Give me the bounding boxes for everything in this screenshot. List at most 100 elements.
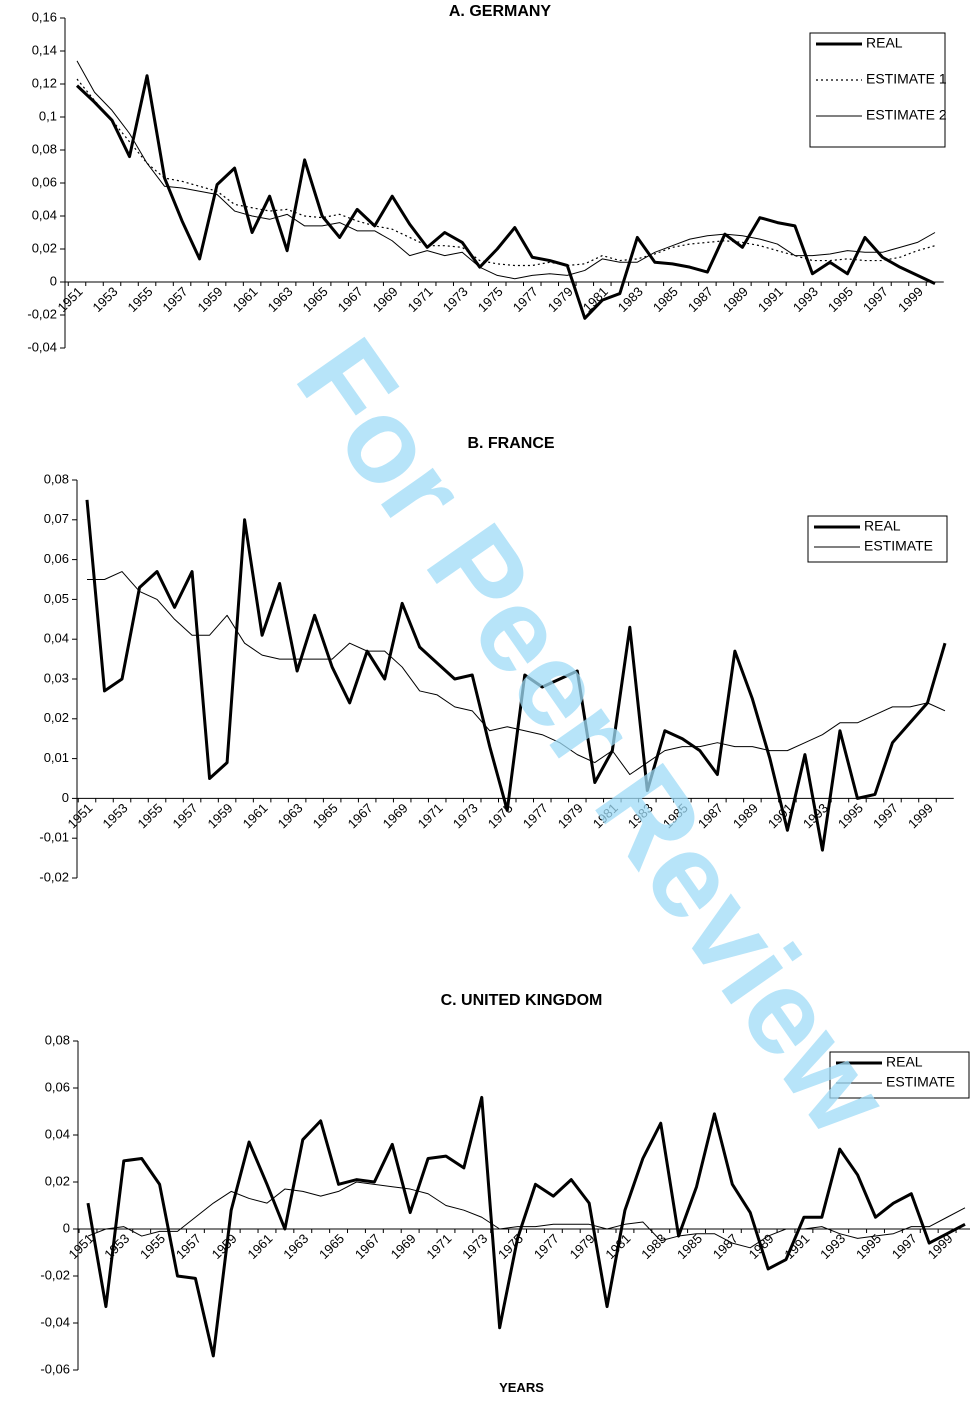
- legend-label: REAL: [864, 518, 901, 534]
- legend-box: [829, 1051, 970, 1099]
- x-tick-label: 1965: [316, 1231, 347, 1262]
- x-tick-label: 1963: [275, 800, 306, 831]
- x-tick-label: 1951: [64, 800, 95, 831]
- x-tick-label: 1995: [825, 284, 856, 315]
- y-tick-label: 0,08: [32, 141, 57, 156]
- y-tick-label: -0,02: [39, 869, 69, 884]
- series-line: [75, 74, 936, 320]
- y-tick-label: 0,06: [45, 1079, 70, 1094]
- x-tick-label: 1993: [790, 284, 821, 315]
- y-tick-label: -0,01: [39, 830, 69, 845]
- series-line: [76, 78, 936, 267]
- y-tick-label: 0,06: [44, 551, 69, 566]
- x-tick-label: 1957: [173, 1231, 204, 1262]
- x-tick-label: 1965: [310, 800, 341, 831]
- legend-box: [809, 32, 946, 148]
- y-tick-label: 0,1: [39, 108, 57, 123]
- legend: REAL ESTIMATE 1 ESTIMATE 2: [809, 32, 947, 148]
- watermark: For Peer Review: [271, 316, 917, 1158]
- series-line: [87, 571, 946, 776]
- y-tick-label: 0,02: [32, 240, 57, 255]
- x-tick-label: 1999: [925, 1231, 956, 1262]
- series-line: [85, 499, 947, 852]
- x-tick-label: 1993: [817, 1231, 848, 1262]
- x-tick-label: 1979: [545, 284, 576, 315]
- x-tick-label: 1977: [520, 800, 551, 831]
- x-tick-label: 1951: [65, 1231, 96, 1262]
- x-tick-label: 1967: [352, 1231, 383, 1262]
- y-tick-label: 0,07: [44, 511, 69, 526]
- y-tick-label: 0,08: [45, 1032, 70, 1047]
- x-tick-label: 1997: [860, 284, 891, 315]
- y-tick-label: 0: [62, 790, 69, 805]
- x-tick-label: 1955: [135, 800, 166, 831]
- legend-box: [807, 515, 948, 563]
- legend: REAL ESTIMATE: [829, 1051, 970, 1099]
- x-tick-label: 1997: [870, 800, 901, 831]
- x-tick-label: 1965: [300, 284, 331, 315]
- y-tick-label: 0,03: [44, 670, 69, 685]
- x-tick-label: 1959: [205, 800, 236, 831]
- x-tick-label: 1957: [170, 800, 201, 831]
- y-tick-label: 0,04: [32, 207, 57, 222]
- y-tick-label: 0: [63, 1220, 70, 1235]
- x-tick-label: 1967: [335, 284, 366, 315]
- x-tick-label: 1961: [244, 1231, 275, 1262]
- legend-label: REAL: [886, 1054, 923, 1070]
- x-tick-label: 1975: [495, 1231, 526, 1262]
- x-tick-label: 1977: [510, 284, 541, 315]
- y-tick-label: 0,05: [44, 591, 69, 606]
- y-tick-label: 0,14: [32, 42, 57, 57]
- x-tick-label: 1953: [101, 1231, 132, 1262]
- y-tick-label: 0,02: [44, 710, 69, 725]
- y-tick-label: 0,16: [32, 9, 57, 24]
- x-tick-label: 1961: [230, 284, 261, 315]
- x-tick-label: 1999: [895, 284, 926, 315]
- x-tick-label: 1973: [440, 284, 471, 315]
- y-tick-label: -0,06: [40, 1361, 70, 1376]
- x-tick-label: 1963: [280, 1231, 311, 1262]
- legend-label: REAL: [866, 35, 903, 51]
- x-axis-label: YEARS: [499, 1380, 544, 1395]
- x-tick-label: 1989: [720, 284, 751, 315]
- x-tick-label: 1983: [615, 284, 646, 315]
- x-tick-label: 1987: [710, 1231, 741, 1262]
- chart-title: A. GERMANY: [449, 3, 552, 20]
- y-tick-label: 0,06: [32, 174, 57, 189]
- x-tick-label: 1951: [54, 284, 85, 315]
- x-tick-label: 1955: [125, 284, 156, 315]
- x-tick-label: 1963: [265, 284, 296, 315]
- y-tick-label: 0,02: [45, 1173, 70, 1188]
- x-tick-label: 1959: [195, 284, 226, 315]
- x-tick-label: 1953: [100, 800, 131, 831]
- x-tick-label: 1971: [415, 800, 446, 831]
- legend-label: ESTIMATE: [864, 538, 933, 554]
- chart-title: C. UNITED KINGDOM: [441, 992, 603, 1009]
- x-tick-label: 1969: [370, 284, 401, 315]
- legend-label: ESTIMATE 2: [866, 107, 947, 123]
- x-tick-label: 1985: [650, 284, 681, 315]
- x-tick-label: 1975: [485, 800, 516, 831]
- y-tick-label: -0,02: [27, 306, 57, 321]
- x-tick-label: 1983: [638, 1231, 669, 1262]
- y-tick-label: -0,04: [27, 339, 57, 354]
- y-tick-label: 0,08: [44, 471, 69, 486]
- y-tick-label: 0,04: [44, 631, 69, 646]
- chart-title: B. FRANCE: [467, 435, 554, 452]
- series-line: [86, 1095, 966, 1358]
- x-tick-label: 1957: [160, 284, 191, 315]
- x-tick-label: 1991: [755, 284, 786, 315]
- x-tick-label: 1979: [567, 1231, 598, 1262]
- legend-label: ESTIMATE 1: [866, 71, 947, 87]
- x-tick-label: 1953: [90, 284, 121, 315]
- y-tick-label: 0: [50, 273, 57, 288]
- y-tick-label: 0,01: [44, 750, 69, 765]
- series-line: [76, 60, 936, 280]
- y-tick-label: -0,02: [40, 1267, 70, 1282]
- legend: REAL ESTIMATE: [807, 515, 948, 563]
- x-tick-label: 1997: [889, 1231, 920, 1262]
- x-tick-label: 1969: [380, 800, 411, 831]
- x-tick-label: 1973: [459, 1231, 490, 1262]
- series-line: [87, 1181, 966, 1249]
- x-tick-label: 1995: [835, 800, 866, 831]
